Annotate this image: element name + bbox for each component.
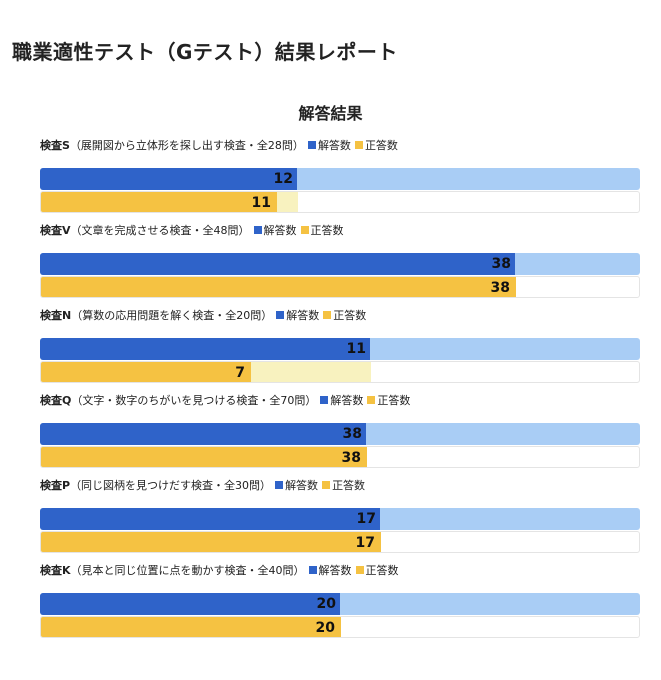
correct-bar (41, 617, 341, 637)
correct-bar-track: 38 (40, 446, 640, 468)
legend-correct-label: 正答数 (332, 479, 366, 492)
correct-bar (41, 362, 251, 382)
legend-correct-swatch (367, 396, 376, 404)
correct-bar-track: 11 (40, 191, 640, 213)
answered-bar-track: 20 (40, 593, 640, 615)
legend-answered-label: 解答数 (318, 564, 352, 577)
legend-correct-label: 正答数 (365, 564, 399, 577)
test-name: 検査S (40, 139, 70, 152)
legend-answered-label: 解答数 (317, 139, 351, 152)
legend-answered: 解答数 (320, 394, 363, 407)
test-group: 検査V（文章を完成させる検査・全48問） 解答数 正答数 38 38 (40, 222, 640, 302)
answered-value-label: 17 (356, 511, 376, 527)
test-name: 検査V (40, 224, 71, 237)
answered-bar (40, 253, 515, 275)
group-label: 検査K（見本と同じ位置に点を動かす検査・全40問） 解答数 正答数 (40, 562, 399, 578)
legend-correct: 正答数 (322, 479, 365, 492)
legend-correct-swatch (354, 141, 363, 149)
answered-bar (40, 593, 340, 615)
legend-answered-swatch (253, 226, 262, 234)
legend-correct-label: 正答数 (377, 394, 411, 407)
correct-value-label: 38 (490, 280, 510, 296)
legend-correct-swatch (355, 566, 364, 574)
group-label: 検査N（算数の応用問題を解く検査・全20問） 解答数 正答数 (40, 307, 366, 323)
legend-answered: 解答数 (307, 139, 351, 152)
group-label: 検査Q（文字・数字のちがいを見つける検査・全70問） 解答数 正答数 (40, 392, 410, 408)
test-name: 検査N (40, 309, 72, 322)
legend-correct: 正答数 (367, 394, 410, 407)
correct-bar (41, 277, 516, 297)
legend-correct: 正答数 (355, 564, 399, 577)
test-description: （同じ図柄を見つけだす検査・全30問） (70, 479, 272, 492)
answered-bar-track: 12 (40, 168, 640, 190)
legend-correct-label: 正答数 (310, 224, 344, 237)
answered-bar-track: 17 (40, 508, 640, 530)
answered-value-label: 38 (342, 426, 362, 442)
answered-bar (40, 423, 366, 445)
legend-correct-swatch (323, 311, 332, 319)
legend-answered-swatch (275, 481, 284, 489)
correct-value-label: 17 (355, 535, 375, 551)
correct-value-label: 11 (251, 195, 271, 211)
legend-answered-label: 解答数 (286, 309, 320, 322)
legend-answered: 解答数 (253, 224, 297, 237)
legend-answered-swatch (307, 141, 316, 149)
legend-answered-label: 解答数 (285, 479, 319, 492)
test-description: （見本と同じ位置に点を動かす検査・全40問） (70, 564, 305, 577)
correct-bar-track: 20 (40, 616, 640, 638)
test-group: 検査S（展開図から立体形を探し出す検査・全28問） 解答数 正答数 12 11 (40, 137, 640, 217)
answered-bar-track: 11 (40, 338, 640, 360)
legend-answered: 解答数 (276, 309, 319, 322)
answered-value-label: 11 (346, 341, 366, 357)
legend-answered: 解答数 (275, 479, 318, 492)
legend-correct-label: 正答数 (364, 139, 398, 152)
answered-value-label: 12 (273, 171, 293, 187)
test-name: 検査P (40, 479, 71, 492)
answered-value-label: 38 (491, 256, 511, 272)
test-description: （展開図から立体形を探し出す検査・全28問） (69, 139, 304, 152)
correct-bar-track: 38 (40, 276, 640, 298)
test-description: （文章を完成させる検査・全48問） (70, 224, 250, 237)
legend-answered-label: 解答数 (263, 224, 297, 237)
legend-answered-label: 解答数 (330, 394, 364, 407)
legend-answered-swatch (276, 311, 285, 319)
test-group: 検査N（算数の応用問題を解く検査・全20問） 解答数 正答数 11 7 (40, 307, 640, 387)
correct-bar (41, 192, 277, 212)
test-group: 検査K（見本と同じ位置に点を動かす検査・全40問） 解答数 正答数 20 20 (40, 562, 640, 642)
answered-bar-track: 38 (40, 253, 640, 275)
legend-correct: 正答数 (323, 309, 366, 322)
legend-answered-swatch (308, 566, 317, 574)
correct-value-label: 38 (341, 450, 361, 466)
correct-bar (41, 447, 367, 467)
legend-answered: 解答数 (308, 564, 352, 577)
answered-bar (40, 168, 297, 190)
answered-bar-track: 38 (40, 423, 640, 445)
test-description: （文字・数字のちがいを見つける検査・全70問） (71, 394, 317, 407)
chart-title: 解答結果 (298, 104, 363, 123)
correct-value-label: 7 (235, 365, 245, 381)
test-group: 検査P（同じ図柄を見つけだす検査・全30問） 解答数 正答数 17 17 (40, 477, 640, 557)
group-label: 検査S（展開図から立体形を探し出す検査・全28問） 解答数 正答数 (40, 137, 398, 153)
correct-value-label: 20 (315, 620, 335, 636)
legend-answered-swatch (320, 396, 329, 404)
answered-bar (40, 338, 370, 360)
test-name: 検査K (40, 564, 71, 577)
group-label: 検査V（文章を完成させる検査・全48問） 解答数 正答数 (40, 222, 344, 238)
answered-bar (40, 508, 380, 530)
correct-bar-track: 7 (40, 361, 640, 383)
answered-value-label: 20 (316, 596, 336, 612)
correct-bar (41, 532, 381, 552)
legend-correct-label: 正答数 (333, 309, 367, 322)
page-title: 職業適性テスト（Gテスト）結果レポート (12, 40, 398, 64)
correct-bar-track: 17 (40, 531, 640, 553)
test-group: 検査Q（文字・数字のちがいを見つける検査・全70問） 解答数 正答数 38 38 (40, 392, 640, 472)
legend-correct: 正答数 (354, 139, 398, 152)
legend-correct-swatch (300, 226, 309, 234)
group-label: 検査P（同じ図柄を見つけだす検査・全30問） 解答数 正答数 (40, 477, 365, 493)
legend-correct-swatch (322, 481, 331, 489)
test-name: 検査Q (40, 394, 72, 407)
test-description: （算数の応用問題を解く検査・全20問） (71, 309, 273, 322)
legend-correct: 正答数 (300, 224, 344, 237)
